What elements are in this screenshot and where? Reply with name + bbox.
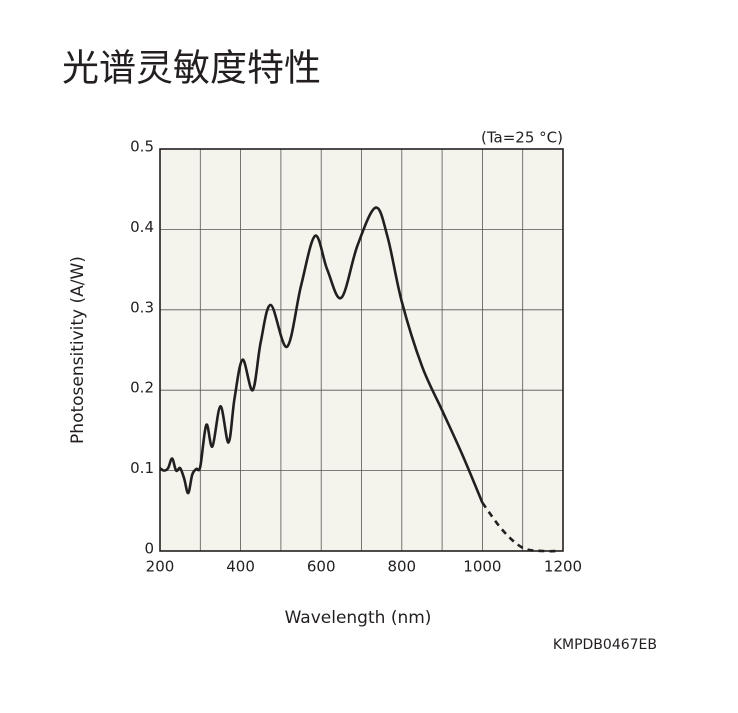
y-tick-label: 0.1 xyxy=(130,459,154,477)
y-tick-label: 0.2 xyxy=(130,379,154,397)
y-axis-label: Photosensitivity (A/W) xyxy=(68,256,88,444)
x-tick-label: 800 xyxy=(387,558,416,576)
y-tick-label: 0.4 xyxy=(130,218,154,236)
annotation: (Ta=25 °C) xyxy=(481,129,563,147)
figure-code: KMPDB0467EB xyxy=(553,637,657,653)
chart-title: 光谱灵敏度特性 xyxy=(62,47,321,90)
y-tick-label: 0.5 xyxy=(130,138,154,156)
x-tick-label: 400 xyxy=(226,558,255,576)
y-tick-label: 0.3 xyxy=(130,298,154,316)
data-line xyxy=(159,206,484,504)
y-tick-label: 0 xyxy=(144,540,154,558)
x-tick-label: 1000 xyxy=(463,558,501,576)
x-axis-label: Wavelength (nm) xyxy=(285,608,432,628)
x-tick-label: 200 xyxy=(146,558,175,576)
x-tick-label: 1200 xyxy=(544,558,582,576)
x-tick-label: 600 xyxy=(307,558,336,576)
data-line xyxy=(481,501,559,553)
plot-border xyxy=(159,148,564,552)
